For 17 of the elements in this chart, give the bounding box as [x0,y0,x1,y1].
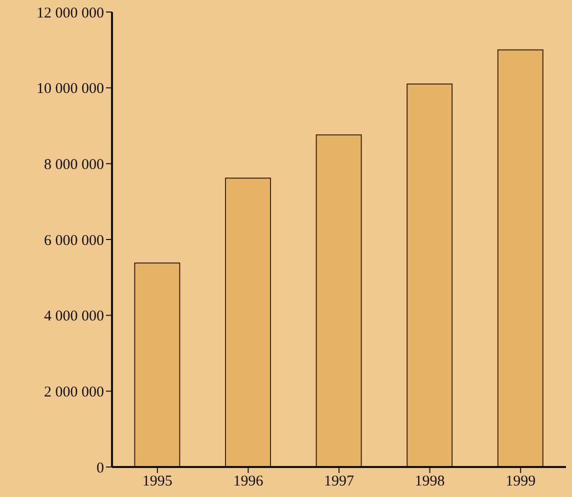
bar [134,262,180,467]
x-tick-label: 1996 [233,474,264,490]
y-tick-label: 6 000 000 [44,232,104,249]
y-tick-label: 10 000 000 [36,81,104,98]
y-tick-label: 12 000 000 [36,5,104,22]
y-tick-label: 0 [96,460,104,476]
y-tick-label: 8 000 000 [44,156,104,173]
bar [225,178,271,467]
x-tick-label: 1999 [506,474,536,490]
bar [406,84,453,467]
y-tick-label: 2 000 000 [44,384,104,400]
y-tick-label: 4 000 000 [44,308,104,325]
x-tick-label: 1997 [324,474,354,490]
bar [497,49,544,467]
x-tick-label: 1998 [414,474,445,490]
bar [316,134,362,467]
x-tick-label: 1995 [142,474,172,490]
